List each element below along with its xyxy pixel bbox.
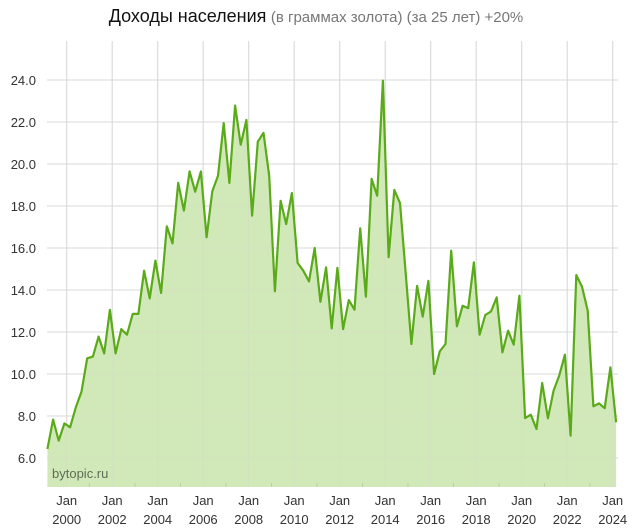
x-tick-year: 2024 [598,512,627,527]
x-tick-year: 2016 [416,512,445,527]
x-tick-year: 2010 [280,512,309,527]
chart-title: Доходы населения (в граммах золота) (за … [0,6,632,27]
x-tick-year: 2020 [507,512,536,527]
y-tick-label: 8.0 [18,409,36,424]
x-tick-month: Jan [147,493,168,508]
x-tick-month: Jan [56,493,77,508]
x-tick-year: 2008 [234,512,263,527]
x-tick-year: 2002 [98,512,127,527]
y-tick-label: 10.0 [11,367,36,382]
x-tick-month: Jan [375,493,396,508]
x-tick-year: 2014 [371,512,400,527]
x-tick-year: 2018 [462,512,491,527]
y-axis: 6.0 8.0 10.0 12.0 14.0 16.0 18.0 20.0 22.0 24.0 [11,73,36,466]
y-tick-label: 24.0 [11,73,36,88]
series-line [46,79,618,450]
y-tick-label: 16.0 [11,241,36,256]
y-tick-label: 20.0 [11,157,36,172]
x-tick-month: Jan [602,493,623,508]
data-points [47,80,617,449]
chart-title-sub: (в граммах золота) (за 25 лет) +20% [270,9,524,26]
x-tick-month: Jan [284,493,305,508]
x-tick-year: 2006 [189,512,218,527]
y-tick-label: 6.0 [18,451,36,466]
x-tick-year: 2022 [553,512,582,527]
y-tick-label: 12.0 [11,325,36,340]
watermark: bytopic.ru [52,466,108,481]
x-tick-year: 2004 [143,512,172,527]
x-tick-year: 2012 [325,512,354,527]
y-tick-label: 18.0 [11,199,36,214]
x-tick-month: Jan [511,493,532,508]
area-fill [47,80,617,487]
x-tick-month: Jan [238,493,259,508]
x-tick-month: Jan [329,493,350,508]
y-tick-label: 22.0 [11,115,36,130]
x-tick-year: 2000 [52,512,81,527]
x-tick-month: Jan [193,493,214,508]
chart-title-main: Доходы населения [108,6,267,26]
x-tick-month: Jan [466,493,487,508]
y-tick-label: 14.0 [11,283,36,298]
x-tick-month: Jan [420,493,441,508]
x-tick-month: Jan [102,493,123,508]
x-axis: Jan 2000 Jan 2002 Jan 2004 Jan 2006 Jan 2008 Jan 20… [52,483,627,527]
x-tick-month: Jan [557,493,578,508]
